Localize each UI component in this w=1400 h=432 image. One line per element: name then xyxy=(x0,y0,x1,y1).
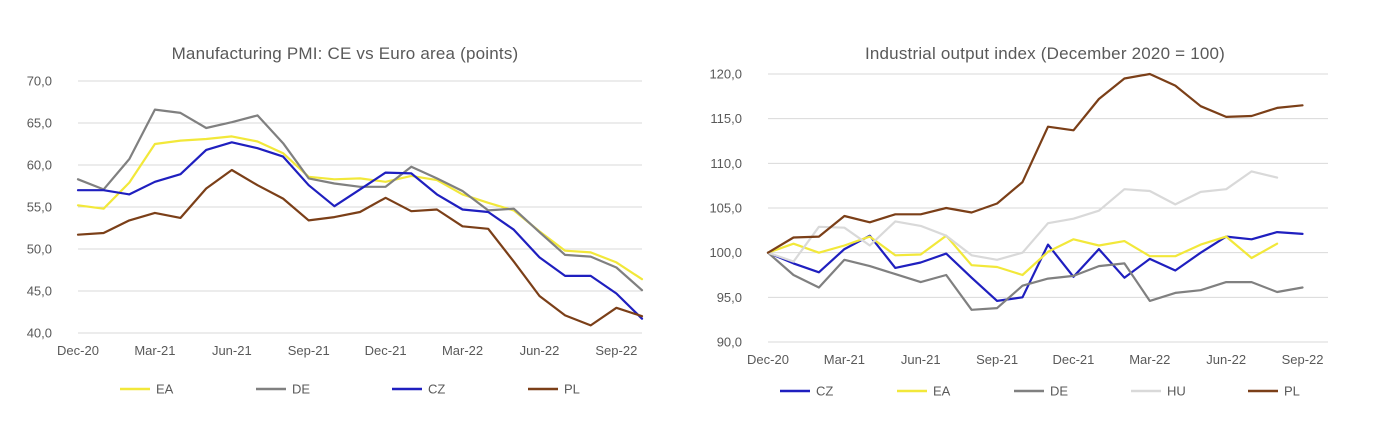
series-line-de xyxy=(766,251,1304,311)
legend-label: PL xyxy=(1284,384,1300,399)
y-tick-label: 55,0 xyxy=(27,200,52,215)
legend-item-de: DE xyxy=(256,382,310,397)
x-tick-label: Mar-22 xyxy=(442,343,483,358)
series-line-hu xyxy=(766,170,1279,263)
legend-item-ea: EA xyxy=(897,384,951,399)
legend-item-cz: CZ xyxy=(392,382,445,397)
legend-label: DE xyxy=(1050,384,1068,399)
legend-item-pl: PL xyxy=(528,382,580,397)
x-tick-label: Jun-21 xyxy=(901,352,941,367)
series-line-pl xyxy=(76,168,644,327)
y-tick-label: 100,0 xyxy=(709,245,742,260)
x-tick-label: Sep-22 xyxy=(1282,352,1324,367)
y-tick-label: 50,0 xyxy=(27,242,52,257)
y-tick-label: 70,0 xyxy=(27,74,52,89)
legend-item-de: DE xyxy=(1014,384,1068,399)
x-tick-label: Dec-21 xyxy=(1052,352,1094,367)
x-tick-label: Dec-20 xyxy=(57,343,99,358)
x-tick-label: Sep-22 xyxy=(595,343,637,358)
x-tick-label: Jun-22 xyxy=(520,343,560,358)
legend-label: CZ xyxy=(816,384,833,399)
series-line-pl xyxy=(766,72,1304,254)
series-line-ea xyxy=(766,234,1279,277)
legend-label: HU xyxy=(1167,384,1186,399)
y-tick-label: 65,0 xyxy=(27,116,52,131)
legend-item-hu: HU xyxy=(1131,384,1186,399)
y-tick-label: 105,0 xyxy=(709,201,742,216)
x-tick-label: Dec-21 xyxy=(365,343,407,358)
y-tick-label: 40,0 xyxy=(27,326,52,341)
y-tick-label: 115,0 xyxy=(710,111,742,126)
chart-title: Industrial output index (December 2020 =… xyxy=(864,44,1226,63)
y-tick-label: 110,0 xyxy=(710,156,742,171)
legend-label: PL xyxy=(564,382,580,397)
chart-title: Manufacturing PMI: CE vs Euro area (poin… xyxy=(171,44,519,63)
x-tick-label: Jun-21 xyxy=(212,343,252,358)
y-tick-label: 60,0 xyxy=(27,158,52,173)
series-line-de xyxy=(76,108,644,292)
pmi-chart-panel: Manufacturing PMI: CE vs Euro area (poin… xyxy=(0,0,690,432)
legend-label: EA xyxy=(156,382,174,397)
legend-item-ea: EA xyxy=(120,382,174,397)
legend-label: CZ xyxy=(428,382,445,397)
x-tick-label: Mar-21 xyxy=(824,352,865,367)
x-tick-label: Dec-20 xyxy=(747,352,789,367)
y-tick-label: 95,0 xyxy=(717,290,742,305)
x-tick-label: Jun-22 xyxy=(1206,352,1246,367)
x-tick-label: Sep-21 xyxy=(288,343,330,358)
legend-item-cz: CZ xyxy=(780,384,833,399)
series-line-cz xyxy=(76,141,644,320)
series-line-cz xyxy=(766,231,1304,302)
x-tick-label: Sep-21 xyxy=(976,352,1018,367)
series-line-ea xyxy=(76,135,644,281)
industrial-output-line-chart: 90,0 95,0 100,0 105,0 110,0 115,0 120,0 Dec-20 M… xyxy=(709,67,1328,399)
x-tick-label: Mar-22 xyxy=(1129,352,1170,367)
x-tick-label: Mar-21 xyxy=(134,343,175,358)
y-tick-label: 90,0 xyxy=(717,335,742,350)
legend-label: DE xyxy=(292,382,310,397)
y-tick-label: 45,0 xyxy=(27,284,52,299)
legend-label: EA xyxy=(933,384,951,399)
pmi-line-chart: 40,0 45,0 50,0 55,0 60,0 65,0 70,0 Dec-20 Mar-21… xyxy=(27,74,644,397)
legend-item-pl: PL xyxy=(1248,384,1300,399)
y-tick-label: 120,0 xyxy=(709,67,742,82)
industrial-output-chart-panel: Industrial output index (December 2020 =… xyxy=(690,0,1400,432)
